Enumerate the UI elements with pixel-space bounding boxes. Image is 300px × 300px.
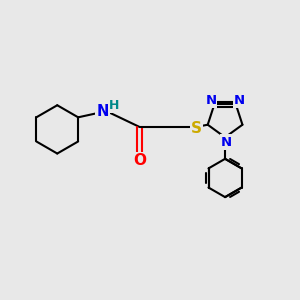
Text: S: S (191, 121, 202, 136)
Text: N: N (234, 94, 245, 107)
Text: N: N (96, 103, 109, 118)
Text: O: O (133, 153, 146, 168)
Text: N: N (221, 136, 232, 148)
Text: H: H (109, 99, 119, 112)
Text: N: N (205, 94, 216, 107)
